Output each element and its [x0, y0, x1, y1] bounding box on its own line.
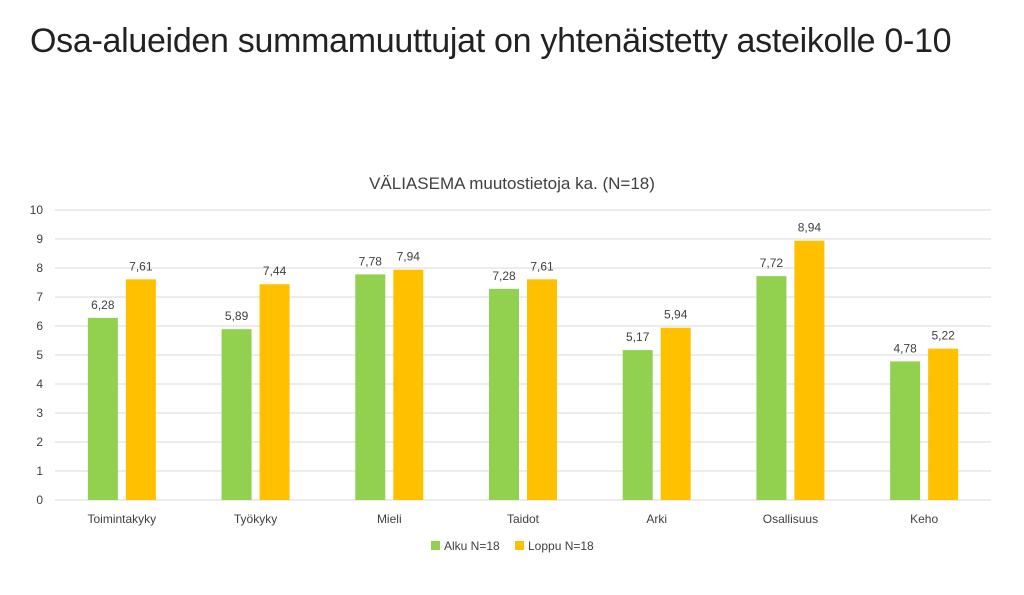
x-axis: Toimintakyky Työkyky Mieli Taidot Arki Osalli…: [88, 512, 939, 526]
bar: [756, 276, 787, 500]
legend-swatch: [515, 541, 524, 550]
data-label: 7,28: [492, 269, 516, 283]
data-label: 5,94: [664, 308, 688, 322]
x-tick-label: Taidot: [507, 512, 540, 526]
bar: [221, 329, 252, 500]
data-label: 4,78: [893, 341, 917, 355]
y-tick-label: 10: [30, 203, 44, 217]
y-tick-label: 3: [36, 406, 43, 420]
y-tick-label: 0: [36, 493, 43, 507]
y-tick-label: 4: [36, 377, 43, 391]
x-tick-label: Arki: [646, 512, 667, 526]
legend-label: Loppu N=18: [528, 539, 594, 553]
legend-swatch: [431, 541, 440, 550]
bar: [125, 279, 156, 500]
y-tick-label: 9: [36, 232, 43, 246]
gridlines: [55, 209, 991, 501]
x-tick-label: Keho: [910, 512, 938, 526]
x-tick-label: Mieli: [377, 512, 402, 526]
data-label: 7,94: [397, 250, 421, 264]
bars: 6,28 7,61 5,89 7,44 7,78 7,94 7,28 7,61 5,17 5,94…: [87, 221, 959, 501]
legend-label: Alku N=18: [444, 539, 500, 553]
bar: [622, 350, 653, 500]
data-label: 7,78: [359, 254, 383, 268]
chart-title: VÄLIASEMA muutostietoja ka. (N=18): [369, 174, 655, 193]
data-label: 5,22: [931, 329, 955, 343]
data-label: 6,28: [91, 298, 115, 312]
y-tick-label: 1: [36, 464, 43, 478]
bar: [87, 317, 118, 500]
data-label: 7,61: [129, 259, 153, 273]
y-tick-label: 5: [36, 348, 43, 362]
data-label: 5,89: [225, 309, 249, 323]
bar: [890, 361, 921, 500]
bar: [794, 240, 825, 501]
y-tick-label: 6: [36, 319, 43, 333]
bar: [489, 288, 519, 500]
bar: [527, 279, 557, 500]
data-label: 5,17: [626, 330, 650, 344]
y-axis: 0 1 2 3 4 5 6 7 8 9 10: [30, 203, 44, 507]
x-tick-label: Osallisuus: [763, 512, 818, 526]
bar: [660, 327, 691, 500]
bar: [393, 269, 424, 500]
bar: [928, 348, 959, 500]
x-tick-label: Toimintakyky: [88, 512, 157, 526]
legend: Alku N=18 Loppu N=18: [431, 539, 594, 553]
data-label: 7,44: [263, 264, 287, 278]
data-label: 7,61: [530, 259, 554, 273]
y-tick-label: 2: [36, 435, 43, 449]
bar: [259, 284, 290, 500]
x-tick-label: Työkyky: [234, 512, 277, 526]
data-label: 8,94: [798, 221, 822, 235]
y-tick-label: 8: [36, 261, 43, 275]
bar: [355, 274, 386, 500]
y-tick-label: 7: [36, 290, 43, 304]
slide-title: Osa-alueiden summamuuttujat on yhtenäist…: [30, 22, 952, 60]
data-label: 7,72: [760, 256, 784, 270]
